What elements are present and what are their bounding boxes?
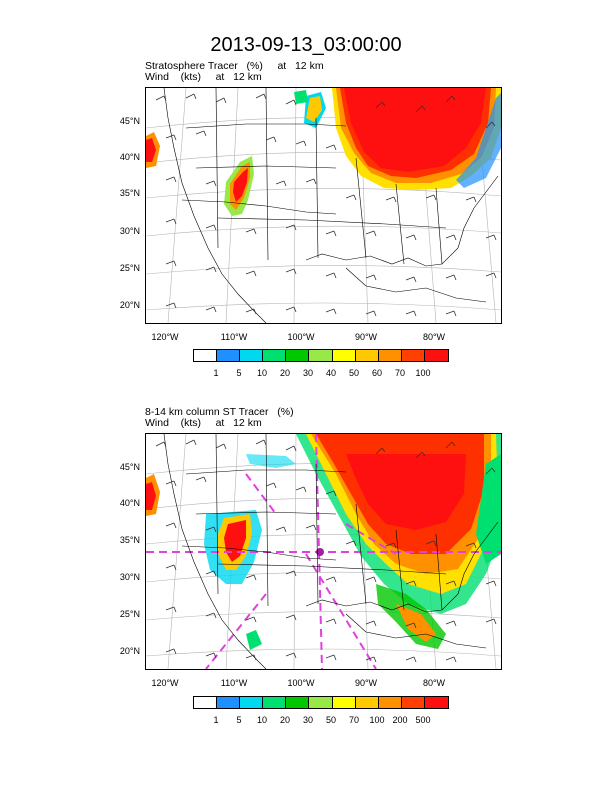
panel1-colorbar-label: 60: [371, 368, 382, 378]
panel1-map: [145, 87, 502, 324]
panel1-subtitle-2: Wind (kts) at 12 km: [145, 71, 262, 83]
panel2-colorbar-label: 1: [213, 715, 219, 725]
colorbar-box: [194, 350, 218, 361]
panel2-colorbar-label: 200: [392, 715, 408, 725]
colorbar-box: [263, 697, 287, 708]
panel1-lat-label: 30°N: [119, 226, 140, 236]
panel2-colorbar-label: 5: [236, 715, 242, 725]
panel2-colorbar-label: 20: [279, 715, 290, 725]
panel1-colorbar-label: 1: [213, 368, 219, 378]
colorbar-box: [217, 697, 241, 708]
panel2-colorbar-label: 100: [369, 715, 385, 725]
colorbar-box: [332, 350, 356, 361]
panel1-lat-label: 40°N: [119, 152, 140, 162]
trace-origin-marker: [316, 548, 324, 556]
panel2-colorbar-label: 10: [256, 715, 267, 725]
panel2-colorbar: [193, 696, 450, 709]
colorbar-box: [378, 350, 402, 361]
colorbar-box: [240, 350, 264, 361]
panel2-subtitle-1: 8-14 km column ST Tracer (%): [145, 406, 294, 418]
panel1-lon-label: 90°W: [354, 332, 378, 342]
panel1-lon-label: 100°W: [287, 332, 315, 342]
panel2-colorbar-label: 70: [348, 715, 359, 725]
colorbar-box: [355, 350, 379, 361]
panel2-tracer-fields: [146, 434, 501, 650]
panel2-lat-label: 45°N: [119, 462, 140, 472]
panel1-map-canvas: [146, 88, 501, 323]
panel1-colorbar-label: 100: [415, 368, 431, 378]
panel1-lat-label: 20°N: [119, 300, 140, 310]
panel2-boundaries: [163, 434, 499, 669]
panel1-lon-label: 80°W: [422, 332, 446, 342]
panel2-wind-barbs: [155, 439, 497, 663]
panel1-tracer-fields: [146, 88, 501, 216]
colorbar-box: [263, 350, 287, 361]
panel1-colorbar-label: 50: [348, 368, 359, 378]
panel2-map-canvas: [146, 434, 501, 669]
panel1-subtitle-1: Stratosphere Tracer (%) at 12 km: [145, 60, 324, 72]
colorbar-box: [286, 350, 310, 361]
colorbar-box: [401, 350, 425, 361]
panel1-colorbar-label: 5: [236, 368, 242, 378]
panel2-lon-label: 80°W: [422, 678, 446, 688]
colorbar-box: [286, 697, 310, 708]
colorbar-box: [401, 697, 425, 708]
panel2-lon-label: 110°W: [220, 678, 248, 688]
colorbar-box: [194, 697, 218, 708]
colorbar-box: [332, 697, 356, 708]
panel2-map: [145, 433, 502, 670]
panel2-subtitle-2: Wind (kts) at 12 km: [145, 417, 262, 429]
panel2-colorbar-label: 500: [415, 715, 431, 725]
panel1-colorbar-label: 10: [256, 368, 267, 378]
panel1-lat-label: 45°N: [119, 116, 140, 126]
panel1-lon-label: 120°W: [151, 332, 179, 342]
panel2-lon-label: 100°W: [287, 678, 315, 688]
panel1-lon-label: 110°W: [220, 332, 248, 342]
panel2-lat-label: 40°N: [119, 498, 140, 508]
colorbar-box: [240, 697, 264, 708]
panel2-lat-label: 25°N: [119, 609, 140, 619]
panel1-colorbar: [193, 349, 450, 362]
panel1-colorbar-label: 20: [279, 368, 290, 378]
page-title: 2013-09-13_03:00:00: [210, 34, 402, 56]
panel1-wind-barbs: [155, 93, 497, 317]
colorbar-box: [424, 697, 449, 708]
panel2-lon-label: 90°W: [354, 678, 378, 688]
panel2-lat-label: 30°N: [119, 572, 140, 582]
colorbar-box: [378, 697, 402, 708]
colorbar-box: [217, 350, 241, 361]
panel1-colorbar-label: 70: [394, 368, 405, 378]
panel1-colorbar-label: 40: [325, 368, 336, 378]
panel1-boundaries: [163, 88, 499, 323]
panel2-lat-label: 35°N: [119, 535, 140, 545]
panel1-lat-label: 35°N: [119, 188, 140, 198]
panel2-lon-label: 120°W: [151, 678, 179, 688]
colorbar-box: [355, 697, 379, 708]
colorbar-box: [309, 697, 333, 708]
panel2-lat-label: 20°N: [119, 646, 140, 656]
colorbar-box: [424, 350, 449, 361]
panel1-lat-label: 25°N: [119, 263, 140, 273]
colorbar-box: [309, 350, 333, 361]
panel2-colorbar-label: 50: [325, 715, 336, 725]
panel2-colorbar-label: 30: [302, 715, 313, 725]
panel1-colorbar-label: 30: [302, 368, 313, 378]
